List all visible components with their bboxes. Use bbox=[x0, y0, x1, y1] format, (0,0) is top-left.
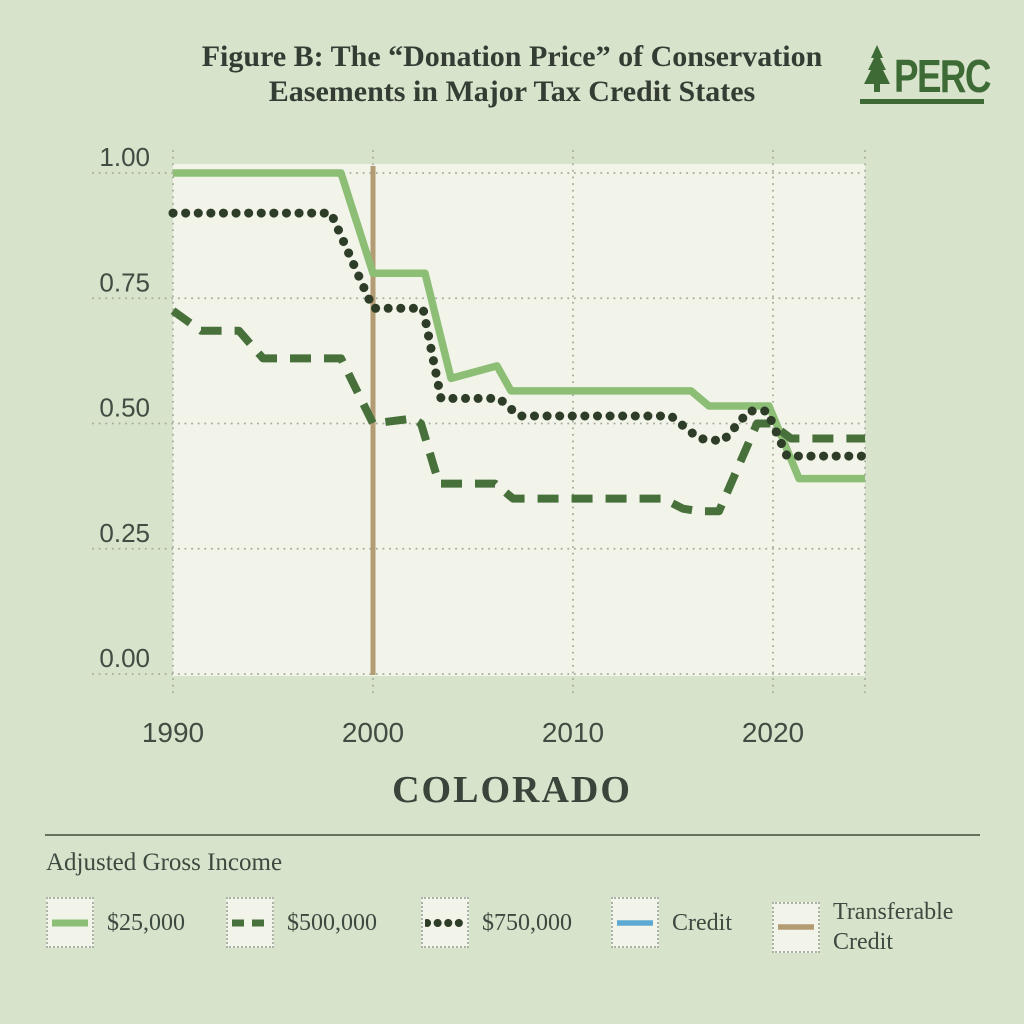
legend-label: $25,000 bbox=[107, 909, 185, 936]
legend-row: $25,000 $500,000 $750,000 Credit Transferabl… bbox=[46, 897, 986, 969]
x-tick-label: 1990 bbox=[142, 717, 204, 748]
legend-swatch-blue-solid bbox=[611, 897, 659, 948]
legend-label: Transferable Credit bbox=[833, 899, 954, 955]
legend-label: $500,000 bbox=[287, 909, 377, 936]
x-tick-label: 2020 bbox=[742, 717, 804, 748]
legend-divider bbox=[45, 834, 980, 836]
legend-item-4: Credit bbox=[611, 897, 732, 948]
y-tick-label: 1.00 bbox=[99, 142, 150, 172]
x-tick-label: 2010 bbox=[542, 717, 604, 748]
legend-item-1: $25,000 bbox=[46, 897, 185, 948]
series-line-dashed bbox=[170, 307, 865, 516]
y-tick-label: 0.75 bbox=[99, 267, 150, 297]
legend-swatch-green-solid bbox=[46, 897, 94, 948]
legend-heading: Adjusted Gross Income bbox=[46, 849, 283, 876]
legend-swatch-dark-dotted bbox=[421, 897, 469, 948]
legend-swatch-tan-solid bbox=[772, 901, 820, 953]
figure-title: Figure B: The “Donation Price” of Conser… bbox=[0, 40, 1024, 109]
legend-item-2: $500,000 bbox=[226, 897, 377, 948]
y-tick-label: 0.25 bbox=[99, 518, 150, 548]
plot-panel bbox=[173, 164, 865, 676]
perc-logo-row: PERC bbox=[860, 44, 1014, 103]
perc-logo-text: PERC bbox=[894, 50, 991, 103]
legend-swatch-dark-dashed bbox=[226, 897, 274, 948]
legend-label: Credit bbox=[672, 909, 732, 936]
figure-title-line2: Easements in Major Tax Credit States bbox=[268, 74, 756, 108]
state-label: COLORADO bbox=[392, 769, 632, 811]
figure-title-line1: Figure B: The “Donation Price” of Conser… bbox=[201, 40, 823, 73]
pine-tree-icon bbox=[860, 44, 894, 96]
legend-item-5: Transferable Credit bbox=[772, 897, 986, 957]
perc-logo-underline bbox=[860, 99, 984, 104]
legend-label: $750,000 bbox=[482, 909, 572, 936]
perc-logo: PERC bbox=[860, 44, 1014, 104]
y-tick-label: 0.50 bbox=[99, 393, 150, 423]
legend-item-3: $750,000 bbox=[421, 897, 572, 948]
y-tick-label: 0.00 bbox=[99, 643, 150, 673]
x-tick-label: 2000 bbox=[342, 717, 404, 748]
series-line-dotted bbox=[168, 208, 870, 461]
